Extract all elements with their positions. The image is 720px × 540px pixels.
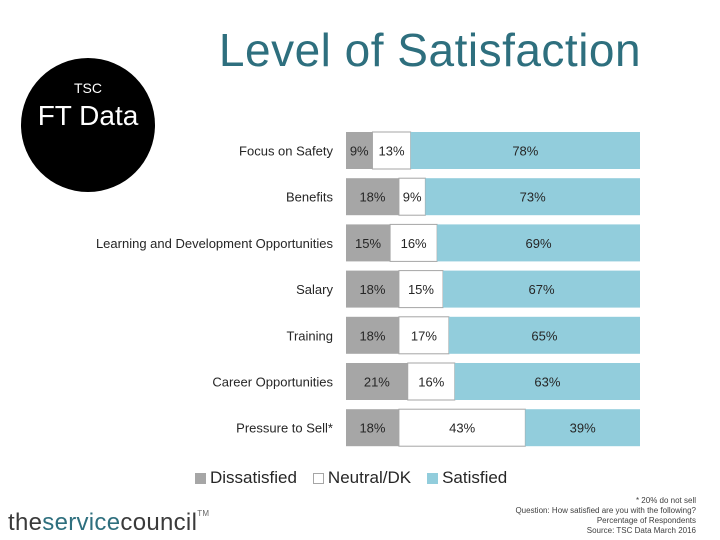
- category-label: Benefits: [286, 190, 333, 205]
- footnote-line: Percentage of Respondents: [596, 516, 696, 525]
- data-label-neutral: 16%: [418, 375, 444, 390]
- legend-label-neutral: Neutral/DK: [327, 468, 412, 487]
- bar-dissatisfied: [346, 178, 399, 216]
- bar-dissatisfied: [346, 316, 399, 354]
- bar-satisfied: [410, 132, 640, 169]
- category-label: Training: [287, 328, 333, 343]
- data-label-dissatisfied: 18%: [359, 421, 385, 436]
- legend-item-dissatisfied: Dissatisfied: [195, 468, 297, 488]
- category-label: Pressure to Sell*: [236, 421, 333, 436]
- bar-neutral: [398, 316, 450, 355]
- data-label-satisfied: 69%: [526, 236, 552, 251]
- bar-satisfied: [425, 178, 640, 216]
- data-label-neutral: 15%: [408, 282, 434, 297]
- legend-swatch-satisfied: [427, 472, 439, 484]
- the-service-council-logo: theservicecouncilTM: [8, 509, 209, 537]
- bar-satisfied: [443, 270, 640, 308]
- legend-label-dissatisfied: Dissatisfied: [210, 468, 297, 487]
- data-label-satisfied: 63%: [534, 375, 560, 390]
- badge-small-text: TSC: [74, 80, 102, 96]
- bar-neutral: [398, 177, 426, 216]
- data-label-dissatisfied: 18%: [359, 328, 385, 343]
- data-label-satisfied: 78%: [512, 144, 538, 159]
- data-label-neutral: 13%: [379, 144, 405, 159]
- footnote-line: * 20% do not sell: [635, 496, 696, 505]
- category-label: Salary: [296, 282, 333, 297]
- data-label-dissatisfied: 21%: [364, 375, 390, 390]
- data-label-neutral: 9%: [403, 190, 422, 205]
- bar-dissatisfied: [346, 132, 373, 169]
- bar-dissatisfied: [346, 409, 399, 447]
- data-label-satisfied: 67%: [528, 282, 554, 297]
- bar-dissatisfied: [346, 270, 399, 308]
- logo-part-council: council: [120, 509, 198, 536]
- data-label-satisfied: 65%: [531, 328, 557, 343]
- category-label: Career Opportunities: [212, 375, 333, 390]
- footnote-line: Source: TSC Data March 2016: [586, 526, 696, 535]
- legend-swatch-dissatisfied: [195, 472, 206, 484]
- badge-big-text: FT Data: [37, 100, 139, 131]
- chart-title: Level of Satisfaction: [218, 24, 642, 76]
- bar-satisfied: [448, 316, 640, 354]
- logo-trademark: TM: [197, 509, 210, 518]
- bar-neutral: [371, 131, 412, 170]
- legend-item-satisfied: Satisfied: [427, 468, 507, 488]
- footnote-line: Question: How satisfied are you with the…: [515, 506, 696, 515]
- data-label-dissatisfied: 9%: [350, 144, 369, 159]
- category-label: Focus on Safety: [239, 144, 333, 159]
- bar-neutral: [398, 270, 444, 309]
- bar-satisfied: [525, 409, 640, 447]
- bar-neutral: [398, 408, 526, 447]
- legend-item-neutral: Neutral/DK: [312, 468, 412, 488]
- bar-dissatisfied: [346, 363, 408, 400]
- bar-satisfied: [437, 224, 640, 262]
- legend-swatch-neutral: [312, 472, 324, 484]
- legend-label-satisfied: Satisfied: [442, 468, 508, 487]
- footnotes: * 20% do not sell Question: How satisfie…: [515, 496, 696, 536]
- data-label-dissatisfied: 18%: [359, 282, 385, 297]
- data-label-dissatisfied: 18%: [359, 190, 385, 205]
- data-label-neutral: 16%: [401, 236, 427, 251]
- data-label-satisfied: 73%: [520, 190, 546, 205]
- legend: Dissatisfied Neutral/DK Satisfied: [195, 468, 523, 488]
- category-label: Learning and Development Opportunities: [96, 236, 334, 251]
- data-label-neutral: 43%: [449, 421, 475, 436]
- data-label-satisfied: 39%: [570, 421, 596, 436]
- logo-part-the: the: [8, 509, 43, 536]
- bar-satisfied: [454, 363, 640, 400]
- tsc-badge: TSC FT Data: [21, 58, 155, 192]
- bar-dissatisfied: [346, 224, 391, 262]
- data-label-dissatisfied: 15%: [355, 236, 381, 251]
- logo-part-service: service: [42, 509, 121, 536]
- data-label-neutral: 17%: [411, 328, 437, 343]
